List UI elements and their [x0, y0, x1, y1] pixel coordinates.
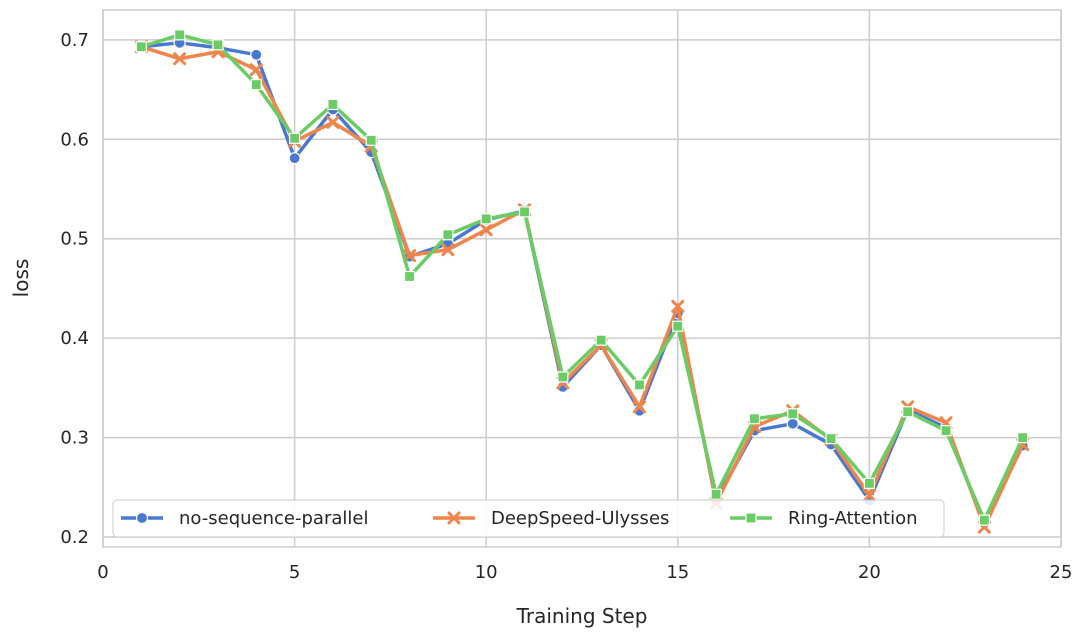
data-point — [250, 48, 263, 61]
data-point — [442, 229, 454, 241]
data-point — [135, 41, 147, 53]
x-tick-label: 10 — [475, 562, 498, 583]
data-point — [902, 406, 914, 418]
legend-label: Ring-Attention — [788, 508, 918, 529]
tick-labels: 0 5 10 15 20 25 0.2 0.3 0.4 0.5 0.6 0.7 — [60, 30, 1072, 583]
data-point — [212, 39, 224, 51]
data-point — [595, 334, 607, 346]
y-tick-label: 0.3 — [60, 428, 89, 449]
data-point — [480, 213, 492, 225]
data-point — [862, 488, 876, 502]
legend-item: no-sequence-parallel — [121, 508, 368, 529]
legend-box — [112, 499, 945, 538]
data-point — [825, 433, 837, 445]
data-point — [940, 425, 952, 437]
data-point — [710, 488, 722, 500]
data-point — [441, 243, 455, 257]
x-axis-label: Training Step — [516, 604, 648, 628]
legend-label: no-sequence-parallel — [179, 508, 368, 529]
data-point — [288, 152, 301, 165]
data-point — [978, 514, 990, 526]
data-point — [518, 206, 531, 218]
y-axis-label: loss — [9, 259, 33, 298]
y-tick-label: 0.5 — [60, 229, 89, 250]
x-tick-label: 0 — [97, 562, 108, 583]
data-point — [326, 115, 340, 129]
series-lines — [134, 29, 1030, 534]
data-point — [174, 29, 186, 41]
data-point — [173, 52, 187, 66]
legend-item: Ring-Attention — [730, 508, 918, 529]
series-ring-attention — [135, 29, 1029, 526]
data-point — [632, 400, 646, 414]
legend: no-sequence-parallel DeepSpeed-Ulysses Rin… — [112, 499, 945, 538]
data-point — [787, 408, 799, 420]
data-point — [249, 63, 263, 77]
data-point — [1017, 432, 1029, 444]
data-point — [327, 98, 339, 111]
data-point — [479, 223, 493, 237]
legend-item: DeepSpeed-Ulysses — [433, 508, 669, 529]
data-point — [671, 299, 685, 313]
y-tick-label: 0.4 — [60, 328, 89, 349]
legend-label: DeepSpeed-Ulysses — [491, 508, 669, 529]
plot-frame — [102, 9, 1062, 548]
y-tick-label: 0.7 — [60, 30, 89, 51]
data-point — [672, 320, 684, 332]
data-point — [403, 270, 416, 283]
data-point — [289, 132, 301, 144]
data-point — [863, 477, 876, 489]
data-point — [786, 417, 799, 430]
data-point — [557, 371, 569, 383]
y-tick-label: 0.6 — [60, 129, 89, 150]
legend-swatch-marker — [135, 511, 149, 525]
data-point — [250, 78, 262, 91]
x-tick-label: 5 — [289, 562, 300, 583]
legend-swatch-marker — [447, 511, 461, 525]
series-line — [139, 33, 1025, 522]
data-point — [748, 413, 761, 425]
x-tick-label: 15 — [666, 562, 689, 583]
y-tick-label: 0.2 — [60, 527, 89, 548]
legend-swatch-marker — [745, 512, 757, 524]
x-tick-label: 20 — [858, 562, 881, 583]
data-point — [365, 134, 377, 146]
x-tick-label: 25 — [1050, 562, 1073, 583]
data-point — [633, 379, 646, 391]
